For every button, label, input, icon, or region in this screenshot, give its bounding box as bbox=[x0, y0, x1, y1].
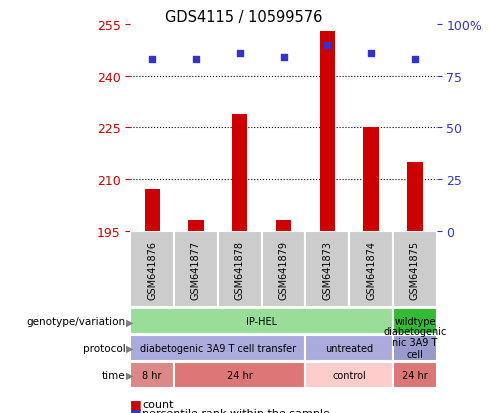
Bar bbox=[407, 162, 423, 231]
Text: ▶: ▶ bbox=[126, 343, 134, 354]
Bar bbox=[305, 362, 393, 388]
Text: ▶: ▶ bbox=[126, 316, 134, 327]
Point bbox=[148, 57, 156, 63]
Bar bbox=[262, 231, 305, 308]
Text: diabetogenic
nic 3A9 T
cell
transfer: diabetogenic nic 3A9 T cell transfer bbox=[383, 326, 447, 371]
Point bbox=[280, 55, 287, 61]
Text: ▶: ▶ bbox=[126, 370, 134, 380]
Bar bbox=[393, 309, 437, 335]
Bar bbox=[130, 231, 174, 308]
Text: time: time bbox=[102, 370, 125, 380]
Point bbox=[236, 50, 244, 57]
Point bbox=[411, 57, 419, 63]
Text: wildtype: wildtype bbox=[394, 316, 436, 327]
Text: GDS4115 / 10599576: GDS4115 / 10599576 bbox=[165, 10, 323, 25]
Text: genotype/variation: genotype/variation bbox=[26, 316, 125, 327]
Bar bbox=[174, 231, 218, 308]
Bar bbox=[188, 221, 203, 231]
Bar bbox=[364, 128, 379, 231]
Text: 8 hr: 8 hr bbox=[142, 370, 162, 380]
Bar bbox=[349, 231, 393, 308]
Text: GSM641874: GSM641874 bbox=[366, 240, 376, 299]
Point bbox=[324, 42, 331, 49]
Text: protocol: protocol bbox=[82, 343, 125, 354]
Bar bbox=[218, 231, 262, 308]
Text: untreated: untreated bbox=[325, 343, 373, 354]
Text: GSM641876: GSM641876 bbox=[147, 240, 157, 299]
Bar bbox=[305, 335, 393, 361]
Text: GSM641877: GSM641877 bbox=[191, 240, 201, 299]
Bar bbox=[130, 335, 305, 361]
Bar bbox=[320, 32, 335, 231]
Text: GSM641873: GSM641873 bbox=[322, 240, 332, 299]
Text: control: control bbox=[332, 370, 366, 380]
Bar bbox=[393, 335, 437, 361]
Text: ■: ■ bbox=[130, 397, 142, 411]
Bar bbox=[144, 190, 160, 231]
Text: count: count bbox=[142, 399, 174, 409]
Text: percentile rank within the sample: percentile rank within the sample bbox=[142, 408, 330, 413]
Point bbox=[192, 57, 200, 63]
Bar bbox=[174, 362, 305, 388]
Bar bbox=[130, 362, 174, 388]
Bar bbox=[305, 231, 349, 308]
Bar bbox=[130, 309, 393, 335]
Point bbox=[367, 50, 375, 57]
Text: 24 hr: 24 hr bbox=[402, 370, 428, 380]
Text: ■: ■ bbox=[130, 406, 142, 413]
Bar bbox=[232, 114, 247, 231]
Bar bbox=[393, 231, 437, 308]
Text: GSM641879: GSM641879 bbox=[279, 240, 288, 299]
Text: GSM641875: GSM641875 bbox=[410, 240, 420, 299]
Bar bbox=[393, 362, 437, 388]
Text: 24 hr: 24 hr bbox=[227, 370, 253, 380]
Bar bbox=[276, 221, 291, 231]
Text: IP-HEL: IP-HEL bbox=[246, 316, 277, 327]
Text: diabetogenic 3A9 T cell transfer: diabetogenic 3A9 T cell transfer bbox=[140, 343, 296, 354]
Text: GSM641878: GSM641878 bbox=[235, 240, 245, 299]
